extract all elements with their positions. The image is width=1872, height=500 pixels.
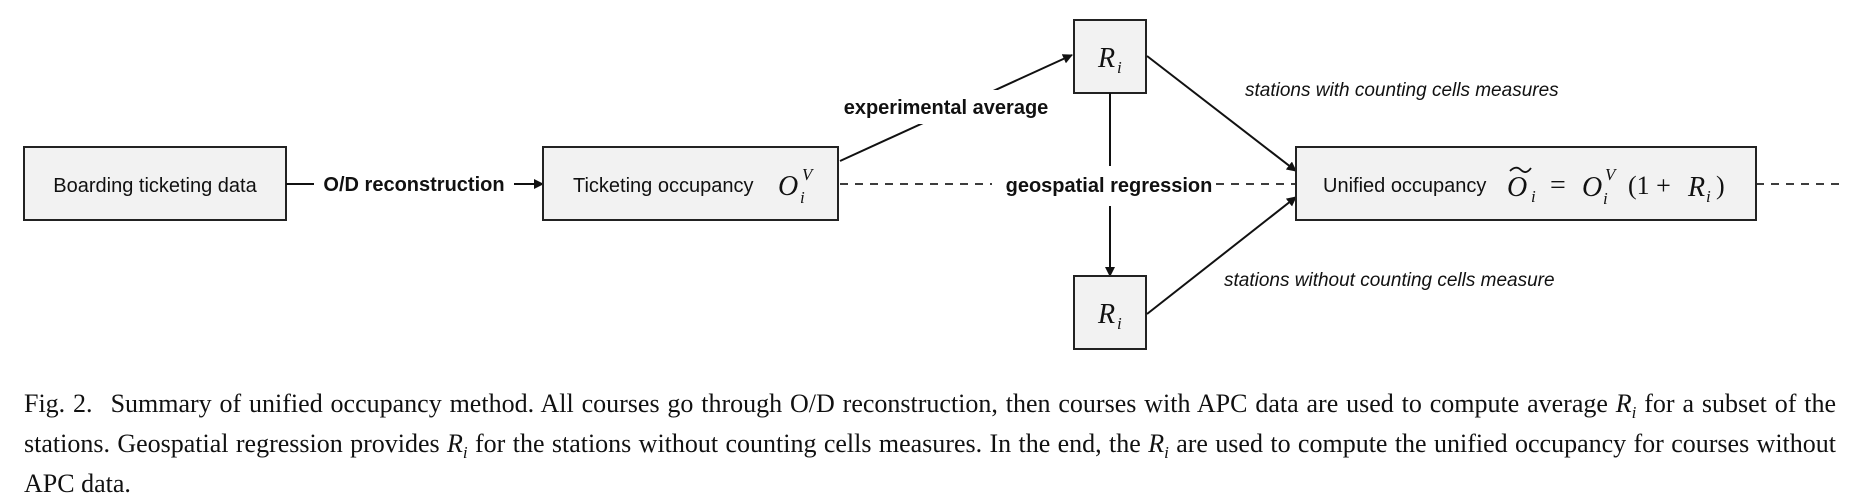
formula-paren-open: (1 + [1628, 171, 1671, 200]
caption-r3-symbol: R [1148, 429, 1165, 459]
r-top-subscript: i [1117, 58, 1122, 77]
ticketing-occupancy-sup: V [802, 165, 815, 184]
formula-o-sup: V [1605, 165, 1618, 184]
caption-text-part4: are used to compute the unified occupanc… [24, 429, 1837, 499]
r-bottom-box [1073, 275, 1147, 350]
occupancy-method-diagram: Boarding ticketing data O/D reconstructi… [23, 19, 1842, 350]
ticketing-occupancy-sub: i [800, 188, 805, 207]
caption-r1-subscript: i [1631, 403, 1637, 423]
formula-tilde-o-sub: i [1531, 187, 1536, 206]
r-bottom-symbol: R [1097, 299, 1115, 330]
figure-caption: Fig. 2. Summary of unified occupancy meth… [24, 388, 1836, 499]
experimental-average-label-bg [836, 90, 1058, 124]
with-cells-arrow [1146, 55, 1297, 172]
unified-occupancy-label: Unified occupancy [1323, 175, 1486, 197]
boarding-ticketing-label: Boarding ticketing data [53, 175, 257, 197]
ticketing-occupancy-symbol: O [778, 171, 798, 202]
formula-o-sub: i [1603, 189, 1608, 208]
formula-r: R [1687, 172, 1705, 203]
caption-r2-subscript: i [462, 443, 468, 463]
formula-tilde-o: O [1507, 172, 1527, 203]
caption-math-r1: Ri [1615, 389, 1637, 422]
with-cells-label: stations with counting cells measures [1245, 80, 1559, 101]
formula-equals: = [1550, 170, 1566, 201]
caption-math-r2: Ri [447, 429, 468, 462]
od-reconstruction-label: O/D reconstruction [323, 174, 504, 196]
caption-text-part3: for the stations without counting cells … [467, 429, 1149, 459]
caption-r1-symbol: R [1615, 389, 1632, 418]
caption-r2-symbol: R [447, 429, 463, 459]
formula-o: O [1582, 172, 1602, 203]
r-top-symbol: R [1097, 43, 1115, 74]
without-cells-arrow [1146, 196, 1297, 315]
caption-r3-subscript: i [1164, 443, 1169, 463]
caption-figure-label: Fig. 2. [24, 389, 93, 418]
r-bottom-subscript: i [1117, 314, 1122, 333]
caption-math-r3: Ri [1148, 429, 1169, 462]
unified-occupancy-box [1295, 146, 1757, 221]
geospatial-regression-label: geospatial regression [1006, 175, 1213, 197]
caption-text-part1: Summary of unified occupancy method. All… [110, 389, 1616, 418]
ticketing-occupancy-label: Ticketing occupancy [573, 175, 753, 197]
formula-paren-close: ) [1716, 171, 1725, 200]
formula-tilde-mark [1509, 166, 1532, 173]
experimental-average-label: experimental average [844, 97, 1049, 119]
without-cells-label: stations without counting cells measure [1224, 270, 1555, 291]
formula-r-sub: i [1706, 187, 1711, 206]
ticketing-occupancy-box [542, 146, 839, 221]
caption-text-part2: for a subset of the stations. Geospatial… [24, 389, 1837, 459]
